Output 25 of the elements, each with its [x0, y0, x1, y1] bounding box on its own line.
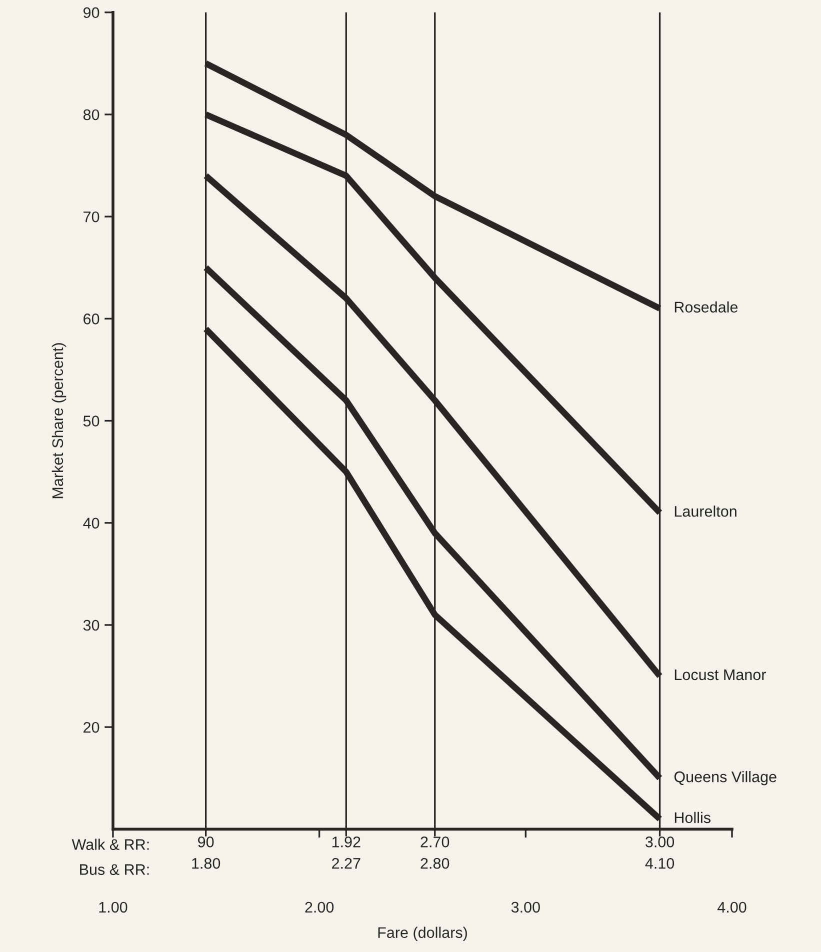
annotation: 3.00 4.10 [645, 836, 674, 869]
y-tick-label: 50 [83, 416, 100, 426]
x-tick-label: 1.00 [99, 902, 128, 913]
x-axis-title: Fare (dollars) [378, 926, 467, 941]
annotation: 1.92 2.27 [332, 836, 360, 869]
y-tick-label: 70 [84, 211, 100, 222]
x-tick-label: 4.00 [717, 902, 746, 913]
y-tick-label: 20 [84, 722, 100, 733]
y-tick-label: 80 [83, 109, 100, 120]
y-tick-label: 60 [84, 314, 100, 324]
x-tick-label: 3.00 [511, 902, 540, 913]
text: Bus & RR: [80, 864, 149, 875]
x-tick-label: 2.00 [305, 902, 334, 913]
series-label: Hollis [674, 812, 710, 824]
annotation: 2.70 2.80 [420, 836, 450, 869]
y-axis-title: Market Share (percent) [52, 343, 66, 498]
series-label: Locust Manor [674, 669, 766, 680]
annotation: 90 1.80 [192, 836, 220, 869]
y-tick-label: 40 [83, 518, 100, 529]
y-tick-label: 90 [84, 7, 100, 18]
y-tick-label: 30 [83, 620, 100, 631]
text: Walk & RR: [72, 838, 149, 850]
series-label: Rosedale [674, 301, 738, 313]
series-label: Laurelton [674, 506, 736, 517]
series-label: Queens Village [674, 771, 776, 786]
